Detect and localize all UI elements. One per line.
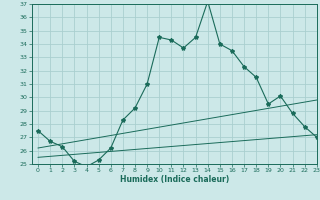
X-axis label: Humidex (Indice chaleur): Humidex (Indice chaleur) bbox=[120, 175, 229, 184]
